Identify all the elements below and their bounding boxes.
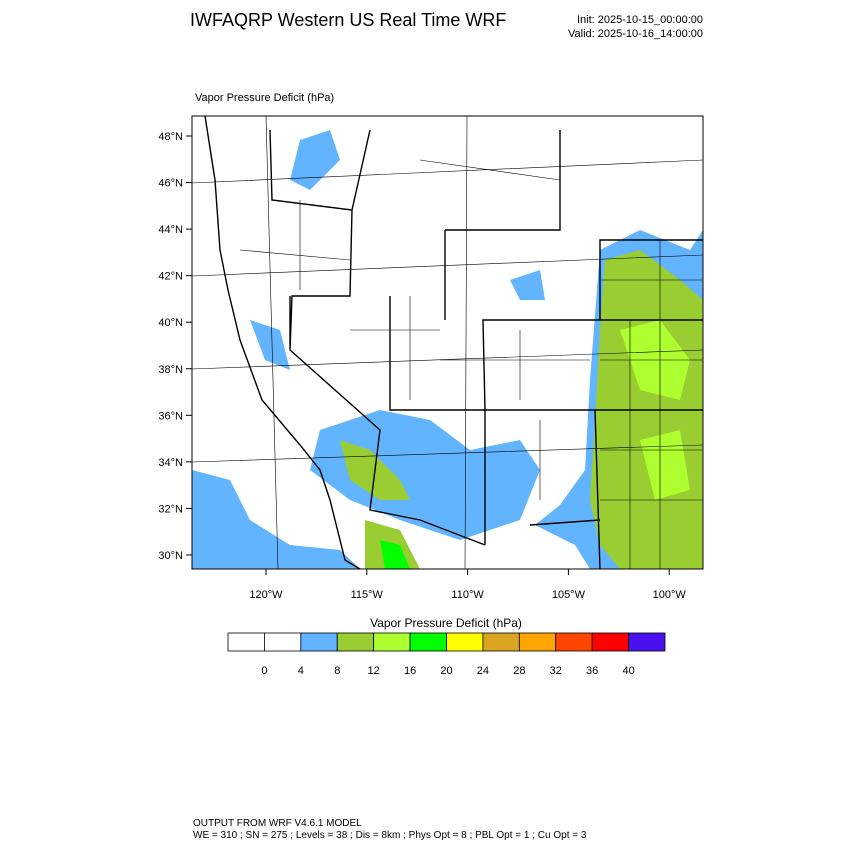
colorbar-box [373, 632, 411, 652]
lat-label: 32°N [158, 503, 183, 515]
colorbar-label: 28 [513, 665, 525, 677]
lat-label: 34°N [158, 457, 183, 469]
lat-label: 36°N [158, 410, 183, 422]
colorbar-box [264, 632, 302, 652]
colorbar-box [300, 632, 338, 652]
map [192, 116, 703, 569]
colorbar-box [446, 632, 484, 652]
colorbar-label: 40 [622, 665, 634, 677]
colorbar-box [336, 632, 375, 652]
colorbar-box [591, 632, 629, 652]
lon-label: 115°W [351, 589, 384, 601]
lat-label: 42°N [158, 271, 183, 283]
footer-line: WE = 310 ; SN = 275 ; Levels = 38 ; Dis … [193, 830, 587, 841]
colorbar-title: Vapor Pressure Deficit (hPa) [370, 616, 522, 630]
colorbar-label: 8 [334, 665, 340, 677]
footer-line: OUTPUT FROM WRF V4.6.1 MODEL [193, 818, 362, 829]
colorbar-box [482, 632, 520, 652]
lat-label: 38°N [158, 364, 183, 376]
colorbar-box [628, 632, 666, 652]
lon-label: 120°W [249, 589, 283, 601]
title: IWFAQRP Western US Real Time WRF [190, 10, 506, 30]
lat-label: 40°N [158, 317, 183, 329]
lon-label: 105°W [552, 589, 586, 601]
colorbar-label: 12 [368, 665, 380, 677]
colorbar-label: 20 [440, 665, 452, 677]
lat-label: 46°N [158, 178, 183, 190]
colorbar-label: 36 [586, 665, 598, 677]
valid-time: Valid: 2025-10-16_14:00:00 [568, 28, 703, 40]
colorbar-label: 4 [298, 665, 304, 677]
lat-label: 44°N [158, 224, 183, 236]
colorbar-label: 24 [477, 665, 489, 677]
lat-label: 30°N [158, 550, 183, 562]
map-subtitle: Vapor Pressure Deficit (hPa) [195, 92, 334, 104]
colorbar-label: 32 [550, 665, 562, 677]
lon-label: 110°W [451, 589, 484, 601]
colorbar-label: 16 [404, 665, 416, 677]
lon-label: 100°W [653, 589, 687, 601]
colorbar-label: 0 [261, 665, 267, 677]
colorbar-box [409, 632, 447, 652]
colorbar-box [555, 632, 593, 652]
colorbar-box [227, 632, 265, 652]
lat-label: 48°N [158, 131, 183, 143]
init-time: Init: 2025-10-15_00:00:00 [577, 14, 703, 26]
colorbar-box [518, 632, 557, 652]
map-frame [191, 115, 704, 570]
